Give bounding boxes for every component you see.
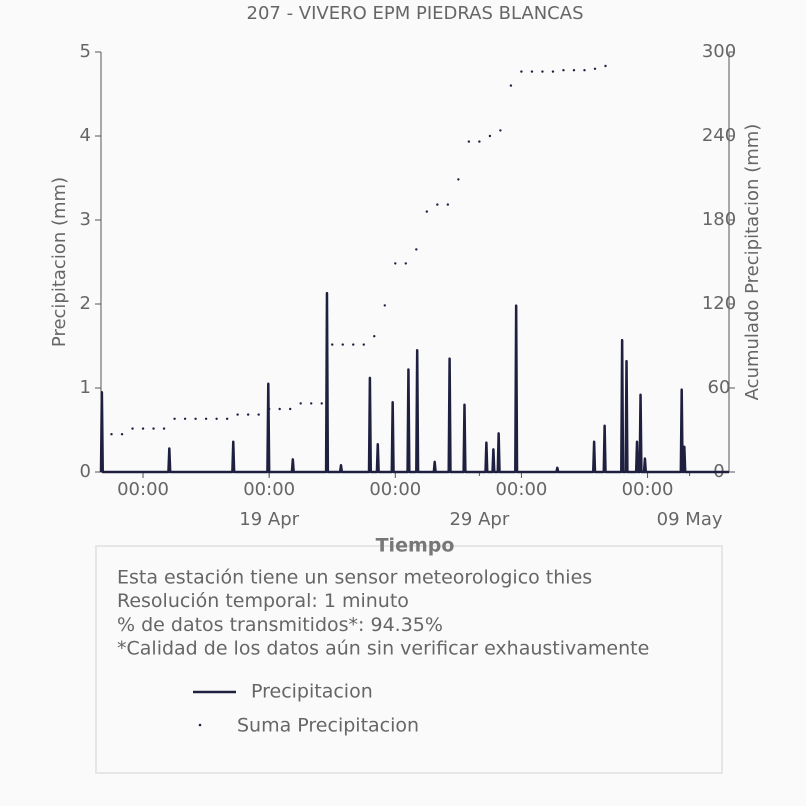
legend-dot-swatch <box>198 723 202 727</box>
cumulative-dot <box>141 427 145 430</box>
cumulative-dot <box>173 417 176 420</box>
cumulative-dot <box>404 262 408 265</box>
cumulative-dot <box>341 343 344 346</box>
x-tick-label: 00:00 <box>243 479 295 500</box>
cumulative-dot <box>446 203 450 206</box>
cumulative-dot <box>583 69 586 72</box>
cumulative-dot <box>278 407 281 411</box>
y2-axis-label: Acumulado Precipitacion (mm) <box>742 124 763 401</box>
legend-label: Precipitacion <box>251 681 373 703</box>
cumulative-dot <box>425 210 429 213</box>
x-date-label: 19 Apr <box>239 509 299 530</box>
cumulative-dot <box>110 433 113 436</box>
info-text: *Calidad de los datos aún sin verificar … <box>117 638 649 660</box>
legend-label: Suma Precipitacion <box>237 715 419 737</box>
cumulative-dot <box>478 140 481 143</box>
cumulative-dot <box>541 70 544 73</box>
x-tick-label: 00:00 <box>495 479 547 500</box>
cumulative-dot <box>299 402 302 405</box>
y-tick-label: 5 <box>80 41 91 62</box>
cumulative-dot <box>562 69 565 72</box>
y2-tick-label: 120 <box>702 293 736 314</box>
cumulative-dot <box>246 413 250 416</box>
cumulative-dot <box>310 402 313 405</box>
cumulative-dot <box>520 70 523 73</box>
cumulative-dot <box>373 335 376 338</box>
cumulative-dot <box>225 417 229 420</box>
cumulative-dot <box>530 70 534 73</box>
cumulative-dot <box>320 402 323 405</box>
cumulative-dot <box>551 70 555 73</box>
cumulative-dot <box>267 407 271 411</box>
cumulative-dot <box>162 427 166 430</box>
cumulative-dot <box>467 140 471 143</box>
cumulative-dot <box>352 343 355 346</box>
y-tick-label: 3 <box>80 209 91 230</box>
x-date-label: 29 Apr <box>449 509 509 530</box>
cumulative-dot <box>131 427 134 430</box>
y-tick-label: 4 <box>80 125 91 146</box>
cumulative-dot <box>488 134 492 138</box>
cumulative-dot <box>257 413 260 416</box>
cumulative-dot <box>593 67 597 71</box>
x-tick-label: 00:00 <box>622 479 674 500</box>
y2-tick-label: 180 <box>702 209 736 230</box>
chart-title: 207 - VIVERO EPM PIEDRAS BLANCAS <box>247 3 584 24</box>
cumulative-dot <box>152 427 155 430</box>
cumulative-dot <box>457 178 460 181</box>
y-tick-label: 2 <box>80 293 91 314</box>
cumulative-dot <box>183 417 187 420</box>
cumulative-dot <box>120 433 124 436</box>
cumulative-dot <box>604 64 607 68</box>
info-box <box>95 545 723 774</box>
x-tick-label: 00:00 <box>117 479 169 500</box>
precipitation-line <box>99 291 729 474</box>
cumulative-dot <box>194 417 197 420</box>
cumulative-dot <box>362 343 365 346</box>
y-tick-label: 1 <box>80 377 91 398</box>
cumulative-dot <box>331 343 334 346</box>
cumulative-dot <box>288 407 292 411</box>
cumulative-dot <box>499 129 502 132</box>
y2-tick-label: 300 <box>702 41 736 62</box>
cumulative-dot <box>215 417 218 420</box>
cumulative-dot <box>204 417 208 420</box>
y2-tick-label: 240 <box>702 125 736 146</box>
cumulative-dot <box>236 413 239 416</box>
cumulative-dot <box>509 84 513 87</box>
cumulative-dot <box>572 69 576 72</box>
info-text: Resolución temporal: 1 minuto <box>117 590 409 612</box>
x-axis-label: Tiempo <box>376 535 455 557</box>
y-tick-label: 0 <box>80 461 91 482</box>
y-axis-label: Precipitacion (mm) <box>49 177 70 347</box>
cumulative-dot <box>415 248 418 251</box>
info-text: % de datos transmitidos*: 94.35% <box>117 614 443 636</box>
info-text: Esta estación tiene un sensor meteorolog… <box>117 567 592 589</box>
cumulative-dot <box>436 203 439 206</box>
x-date-label: 09 May <box>657 509 723 530</box>
y2-tick-label: 60 <box>708 377 731 398</box>
x-tick-label: 00:00 <box>369 479 421 500</box>
cumulative-dot <box>394 262 397 265</box>
cumulative-dot <box>383 304 386 307</box>
